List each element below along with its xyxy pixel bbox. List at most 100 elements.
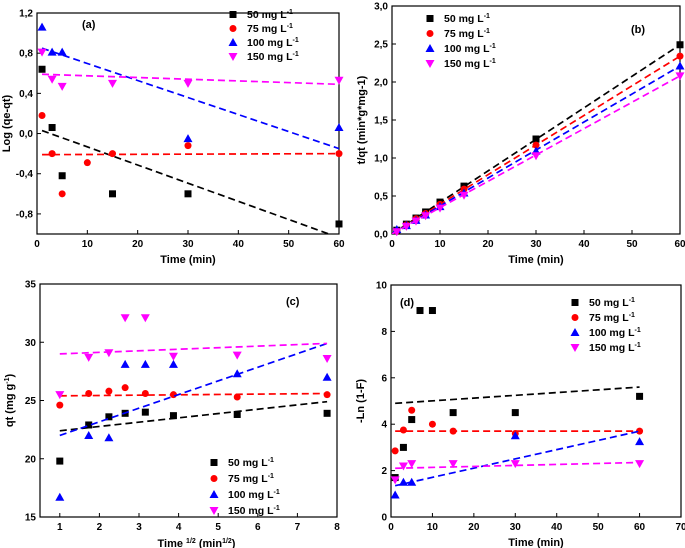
- data-point: [510, 431, 520, 440]
- data-point: [398, 462, 408, 471]
- data-point: [140, 359, 150, 368]
- legend-label-part-1: -1: [287, 9, 293, 16]
- legend-label-part-1: -1: [490, 43, 496, 50]
- x-tick-label: 30: [510, 522, 522, 533]
- legend-label-part-0: 75 mg L: [228, 473, 268, 485]
- data-point: [84, 353, 94, 362]
- x-axis-title-part-4: ): [232, 538, 236, 548]
- data-point: [408, 406, 416, 414]
- y-tick-label: 0,8: [19, 49, 33, 60]
- data-point: [323, 391, 331, 399]
- data-point: [532, 135, 540, 143]
- y-axis-title-part-1: -1: [4, 377, 11, 383]
- legend-label-part-0: 100 mg L: [589, 327, 635, 339]
- data-point: [120, 314, 130, 323]
- x-tick-label: 7: [295, 522, 301, 533]
- x-tick-label: 70: [675, 522, 685, 533]
- y-axis-title-part-2: ): [4, 374, 16, 378]
- data-point: [55, 391, 65, 400]
- legend-marker: [229, 25, 237, 32]
- x-axis-title: Time (min): [160, 254, 216, 266]
- series-100-mg-l-2: [390, 430, 645, 499]
- y-tick-label: 4: [381, 420, 387, 431]
- data-point: [635, 437, 645, 446]
- legend-label-part-1: -1: [490, 58, 496, 65]
- series-150-mg-l-3: [55, 314, 332, 400]
- legend-label: 50 mg L-1: [589, 297, 635, 309]
- legend-label: 150 mg L-1: [228, 505, 280, 517]
- data-point: [675, 61, 685, 70]
- x-tick-label: 20: [468, 522, 480, 533]
- data-point: [407, 477, 417, 486]
- data-point: [183, 79, 193, 88]
- legend-label-part-1: -1: [274, 505, 280, 512]
- plot-frame: [391, 5, 681, 235]
- legend-label-part-1: -1: [293, 51, 299, 58]
- data-point: [169, 412, 177, 420]
- y-axis-title: -Ln (1-F): [355, 379, 367, 423]
- data-point: [392, 228, 402, 237]
- data-point: [531, 152, 541, 161]
- data-point: [108, 79, 117, 88]
- fit-line: [394, 430, 640, 487]
- data-point: [55, 492, 65, 501]
- data-point: [104, 349, 114, 358]
- fit-line: [395, 461, 640, 470]
- data-point: [390, 476, 400, 485]
- data-point: [233, 393, 241, 401]
- legend-label-part-1: -1: [287, 23, 293, 30]
- x-tick-label: 20: [132, 239, 144, 250]
- legend-marker: [426, 15, 434, 22]
- x-tick-label: 4: [176, 522, 182, 533]
- data-point: [104, 433, 114, 442]
- data-point: [398, 477, 408, 486]
- legend-label-part-0: 150 mg L: [228, 505, 274, 517]
- x-axis-title-part-0: Time: [158, 538, 187, 548]
- data-point: [459, 191, 469, 200]
- y-tick-label: 20: [25, 454, 37, 465]
- data-point: [140, 314, 150, 323]
- fit-line: [42, 152, 339, 156]
- panel-a-pseudo-first-order: 0 10 20 30 40 50 60 -0,8 -0,4 0,0 0,4 0,8 1,2 Time (m…: [1, 9, 345, 267]
- legend-marker: [571, 314, 579, 321]
- y-tick-label: 10: [376, 281, 388, 292]
- data-point: [335, 220, 343, 228]
- legend-label: 50 mg L-1: [247, 9, 293, 21]
- y-tick-label: 15: [25, 513, 37, 524]
- x-tick-label: 3: [136, 522, 142, 533]
- x-tick-label: 10: [434, 239, 446, 250]
- data-point: [47, 75, 57, 84]
- legend-label-part-0: 100 mg L: [247, 37, 293, 49]
- x-axis-title: Time (min): [508, 254, 564, 266]
- data-point: [676, 41, 684, 49]
- data-point: [105, 387, 113, 395]
- data-point: [85, 390, 93, 398]
- data-point: [635, 460, 645, 469]
- legend-marker: [228, 38, 238, 46]
- data-point: [38, 65, 46, 73]
- data-point: [232, 351, 242, 360]
- legend-label-part-0: 150 mg L: [247, 51, 293, 63]
- data-point: [83, 159, 91, 167]
- y-axis-title-part-0: qt (mg g: [4, 384, 16, 427]
- legend-label-part-1: -1: [629, 297, 635, 304]
- data-point: [399, 443, 407, 451]
- series-100-mg-l-2: [37, 22, 344, 150]
- x-tick-label: 6: [255, 522, 261, 533]
- series-50-mg-l-0: [38, 65, 343, 234]
- data-point: [109, 150, 116, 158]
- legend-label-part-1: -1: [274, 489, 280, 496]
- y-tick-label: 0,4: [19, 89, 33, 100]
- data-point: [391, 447, 399, 455]
- x-axis-title-part-1: 1/2: [186, 538, 196, 545]
- x-tick-label: 0: [34, 239, 40, 250]
- series-100-mg-l-2: [392, 61, 685, 234]
- panel-b-pseudo-second-order: 0 10 20 30 40 50 60 0,0 0,5 1,0 1,5 2,0 2,5 3,0 Time (…: [356, 2, 685, 267]
- data-point: [636, 392, 644, 400]
- data-point: [636, 427, 644, 435]
- y-tick-label: 2,5: [374, 40, 388, 51]
